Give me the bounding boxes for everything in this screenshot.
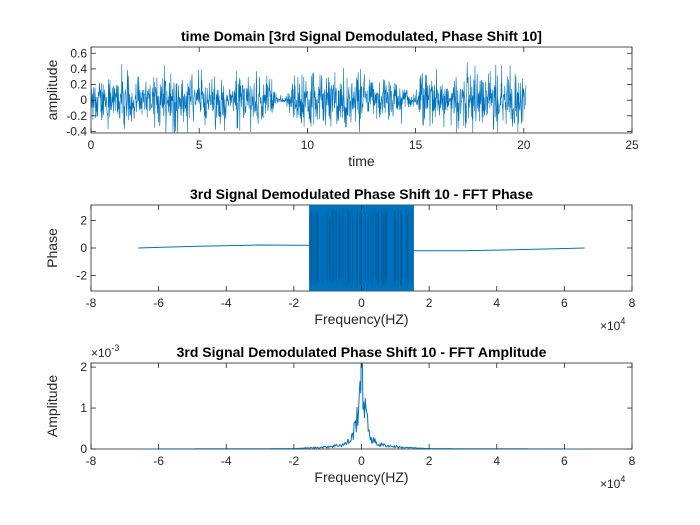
x-exponent-value: 4: [620, 474, 625, 484]
x-tick-label: -2: [289, 454, 300, 468]
y-axis-label: amplitude: [44, 59, 60, 120]
x-tick-label: 5: [196, 138, 203, 152]
x-tick-label: 8: [629, 454, 636, 468]
dense-phase-lines: [309, 209, 413, 287]
x-tick-label: 2: [426, 454, 433, 468]
series-line-group: [91, 62, 527, 133]
x-tick-label: -4: [221, 454, 232, 468]
x-tick-label: -6: [153, 296, 164, 310]
y-tick-label: 0.6: [70, 46, 87, 60]
x-tick-label: 0: [358, 454, 365, 468]
y-tick-label: 0: [80, 241, 87, 255]
x-exponent-label: ×104: [600, 474, 625, 491]
x-tick-label: 0: [358, 296, 365, 310]
x-tick-label: 6: [561, 296, 568, 310]
y-tick-label: -0.2: [66, 109, 87, 123]
x-tick-label: 10: [301, 138, 315, 152]
subplot-3: -8 -6 -4 -2 0 2 4 6 8 0 1 2 3rd Signal Demodulated P…: [44, 343, 636, 491]
y-exponent-value: -3: [111, 343, 119, 353]
series-line-group: [138, 363, 585, 449]
x-tick-label: 8: [629, 296, 636, 310]
y-axis-label: Phase: [44, 228, 60, 268]
x-tick-label: 25: [625, 138, 639, 152]
y-tick-label: 2: [80, 360, 87, 374]
x-exponent-label: ×104: [600, 316, 625, 333]
x-tick-label: 20: [517, 138, 531, 152]
x-tick-label: -2: [289, 296, 300, 310]
y-tick-label: 0: [80, 93, 87, 107]
y-exponent-label: ×10-3: [91, 343, 119, 360]
x-tick-label: 15: [409, 138, 423, 152]
series-line-group: [138, 205, 585, 291]
x-axis-label: Frequency(HZ): [314, 311, 408, 327]
chart-title: 3rd Signal Demodulated Phase Shift 10 - …: [177, 344, 547, 360]
y-tick-label: 0.4: [70, 62, 87, 76]
x-tick-label: -8: [86, 454, 97, 468]
x-axis-label: Frequency(HZ): [314, 469, 408, 485]
y-tick-label: -0.4: [66, 124, 87, 138]
series-line: [138, 363, 585, 449]
y-tick-label: -2: [76, 268, 87, 282]
y-axis-label: Amplitude: [44, 375, 60, 437]
y-tick-label: 2: [80, 214, 87, 228]
x-exponent-value: 4: [620, 316, 625, 326]
y-tick-label: 1: [80, 401, 87, 415]
x-tick-label: 0: [88, 138, 95, 152]
series-line: [91, 62, 527, 133]
x-tick-label: 4: [493, 296, 500, 310]
x-tick-label: -4: [221, 296, 232, 310]
subplot-2: -8 -6 -4 -2 0 2 4 6 8 -2 0 2 3rd Signal Demodulated …: [44, 186, 636, 333]
chart-title: 3rd Signal Demodulated Phase Shift 10 - …: [190, 186, 533, 202]
x-tick-label: -8: [86, 296, 97, 310]
x-tick-label: 4: [493, 454, 500, 468]
x-tick-label: 2: [426, 296, 433, 310]
x-tick-label: 6: [561, 454, 568, 468]
x-tick-label: -6: [153, 454, 164, 468]
y-tick-label: 0: [80, 442, 87, 456]
x-axis-label: time: [348, 153, 375, 169]
plot-area: [90, 362, 633, 450]
chart-title: time Domain [3rd Signal Demodulated, Pha…: [181, 28, 542, 44]
y-tick-label: 0.2: [70, 78, 87, 92]
